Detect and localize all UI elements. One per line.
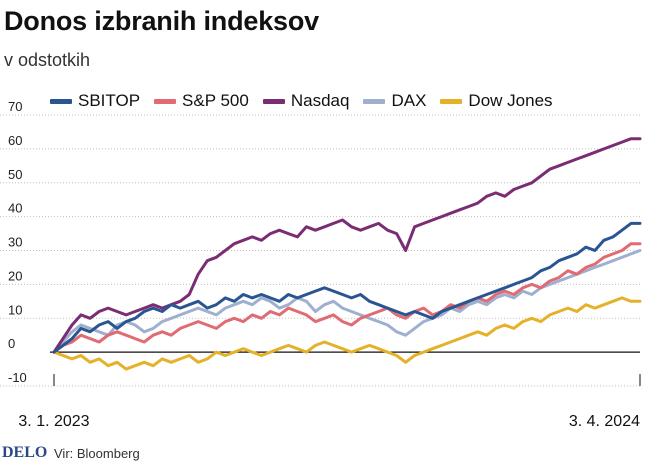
delo-logo: DELO: [2, 444, 48, 461]
series-line-dow-jones: [52, 296, 642, 371]
chart-subtitle: v odstotkih: [4, 50, 91, 70]
y-tick-label: 0: [8, 336, 15, 351]
legend-item: DAX: [363, 91, 426, 111]
series-line-s-p-500: [52, 242, 642, 354]
chart-title: Donos izbranih indeksov: [4, 6, 319, 36]
legend-swatch: [440, 98, 463, 104]
legend: SBITOP S&P 500 Nasdaq DAX Dow Jones: [50, 91, 567, 111]
legend-item: SBITOP: [50, 91, 140, 111]
x-tick-label-end: 3. 4. 2024: [569, 413, 640, 430]
legend-label: S&P 500: [182, 91, 249, 110]
series-line-sbitop: [52, 221, 642, 354]
y-tick-label: 20: [8, 268, 22, 283]
y-tick-label: 30: [8, 235, 22, 250]
legend-swatch: [363, 98, 386, 104]
y-tick-label: 40: [8, 201, 22, 216]
legend-label: SBITOP: [78, 91, 141, 110]
legend-item: Dow Jones: [440, 91, 553, 111]
series-line-nasdaq: [52, 137, 642, 354]
y-tick-label: 50: [8, 167, 22, 182]
y-tick-label: -10: [8, 370, 27, 385]
legend-swatch: [262, 98, 285, 104]
legend-label: Nasdaq: [290, 91, 350, 110]
y-tick-label: 10: [8, 302, 22, 317]
x-tick-label-start: 3. 1. 2023: [18, 413, 89, 430]
y-tick-label: 70: [8, 99, 22, 114]
legend-item: Nasdaq: [262, 91, 350, 111]
legend-swatch: [154, 98, 177, 104]
y-tick-label: 60: [8, 133, 22, 148]
source-note: Vir: Bloomberg: [54, 446, 140, 461]
legend-swatch: [50, 98, 72, 104]
legend-label: Dow Jones: [468, 91, 553, 110]
legend-label: DAX: [391, 91, 427, 110]
legend-item: S&P 500: [154, 91, 249, 111]
